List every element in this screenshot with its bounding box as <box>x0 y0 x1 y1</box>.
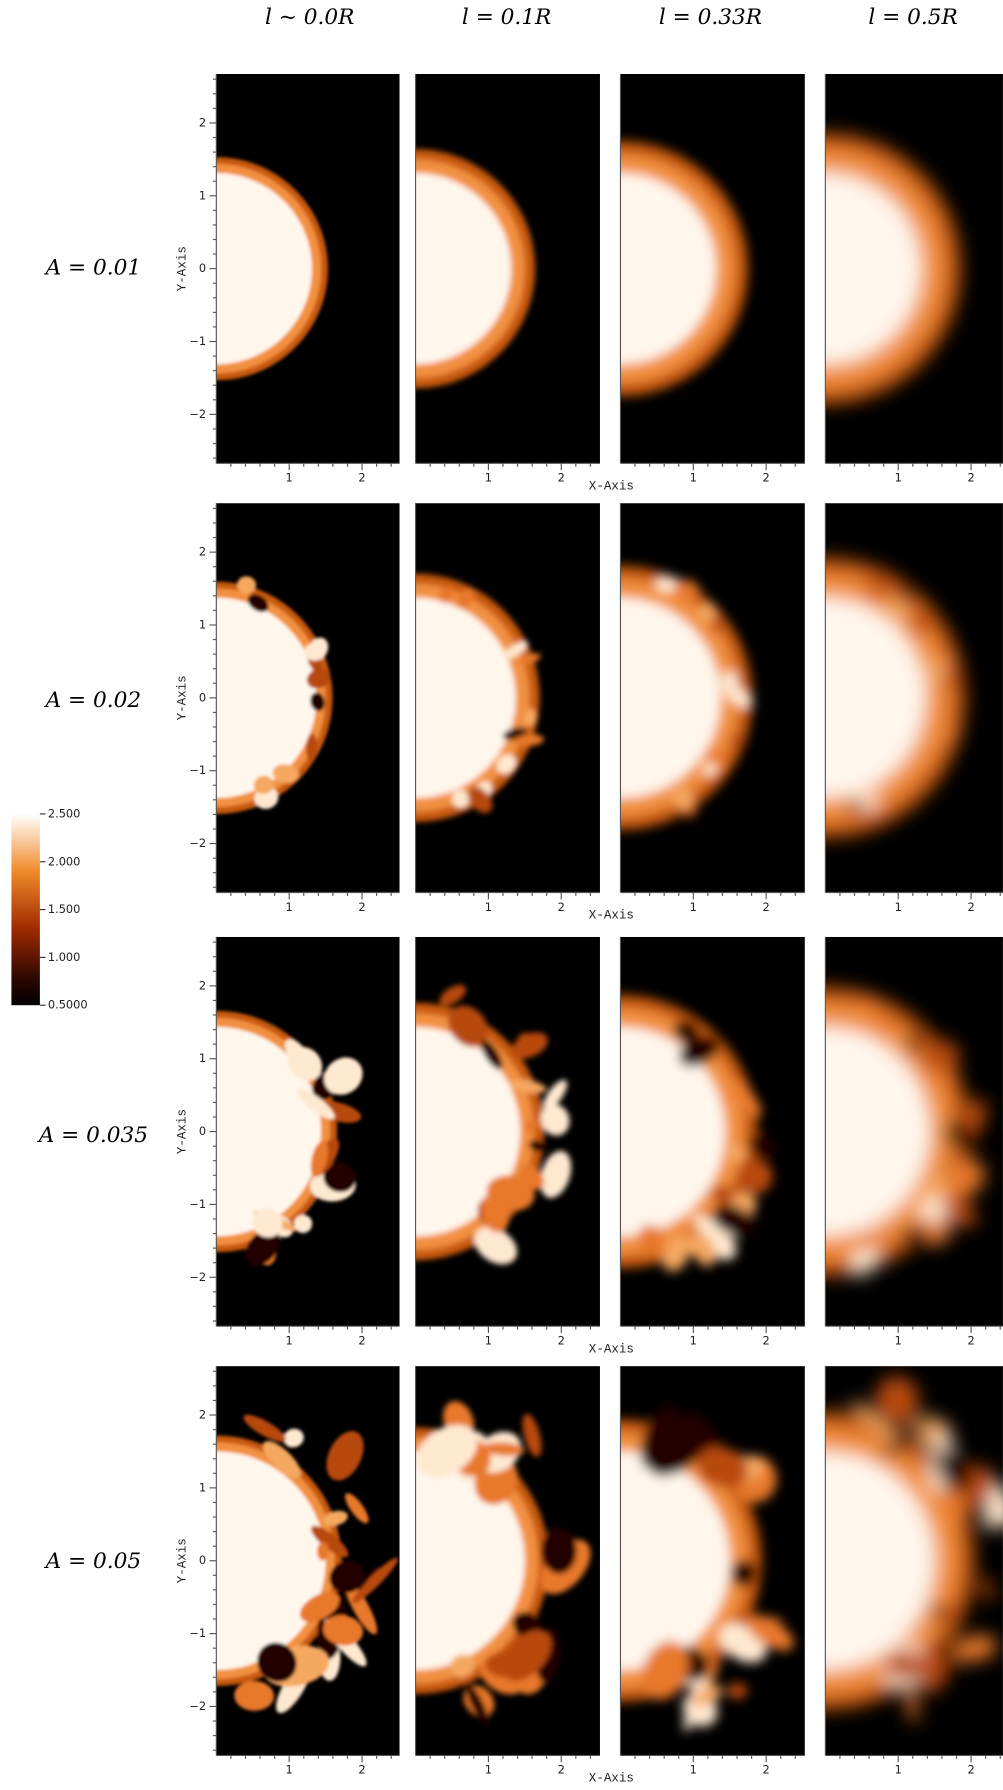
x-tick-label: 2 <box>763 471 770 485</box>
x-tick-label: 1 <box>895 1763 902 1777</box>
x-axis-label: X-Axis <box>589 909 634 923</box>
panel <box>105 74 400 463</box>
row-label: A = 0.05 <box>44 1549 142 1574</box>
colorbar-label: 2.500 <box>48 806 81 820</box>
x-tick-label: 2 <box>967 1334 974 1348</box>
plume <box>727 1683 747 1699</box>
colorbar <box>11 814 39 1005</box>
x-tick-label: 2 <box>763 1334 770 1348</box>
row-label: A = 0.02 <box>44 688 142 713</box>
row-label: A = 0.035 <box>37 1123 148 1148</box>
x-axis-label: X-Axis <box>589 1771 634 1785</box>
x-tick-label: 1 <box>485 1763 492 1777</box>
y-tick-label: 1 <box>199 1051 206 1065</box>
y-tick-label: 0 <box>199 690 206 704</box>
y-tick-label: −2 <box>189 1270 206 1284</box>
y-tick-label: −1 <box>189 1626 206 1640</box>
y-tick-label: −2 <box>189 407 206 421</box>
x-tick-label: 2 <box>967 900 974 914</box>
y-tick-label: 1 <box>199 1480 206 1494</box>
x-tick-label: 1 <box>286 471 293 485</box>
x-tick-label: 1 <box>690 471 697 485</box>
x-tick-label: 2 <box>358 1334 365 1348</box>
column-header: l ~ 0.0R <box>265 5 354 30</box>
x-tick-label: 1 <box>286 1763 293 1777</box>
x-tick-label: 2 <box>558 900 565 914</box>
x-tick-label: 1 <box>895 1334 902 1348</box>
x-axis-label: X-Axis <box>589 1342 634 1356</box>
x-tick-label: 1 <box>286 1334 293 1348</box>
x-tick-label: 1 <box>485 900 492 914</box>
y-tick-label: 1 <box>199 617 206 631</box>
row-label: A = 0.01 <box>44 256 142 281</box>
x-tick-label: 1 <box>485 1334 492 1348</box>
y-tick-label: 0 <box>199 1124 206 1138</box>
figure: l ~ 0.0R l = 0.1R l = 0.33R l = 0.5R A = 0.0… <box>0 0 1003 1785</box>
y-tick-label: 2 <box>199 978 206 992</box>
y-axis-label: Y-Axis <box>175 1538 189 1583</box>
plume <box>541 1528 576 1574</box>
y-tick-label: 2 <box>199 115 206 129</box>
y-tick-label: 2 <box>199 1408 206 1422</box>
y-tick-label: 0 <box>199 261 206 275</box>
x-tick-label: 1 <box>690 900 697 914</box>
x-tick-label: 1 <box>690 1763 697 1777</box>
x-tick-label: 2 <box>558 471 565 485</box>
x-tick-label: 2 <box>358 900 365 914</box>
y-tick-label: −2 <box>189 836 206 850</box>
x-tick-label: 2 <box>967 1763 974 1777</box>
x-tick-label: 2 <box>763 900 770 914</box>
x-tick-label: 1 <box>485 471 492 485</box>
x-tick-label: 2 <box>558 1763 565 1777</box>
column-header: l = 0.33R <box>659 5 762 30</box>
column-header: l = 0.5R <box>868 5 957 30</box>
x-tick-label: 1 <box>286 900 293 914</box>
y-axis-label: Y-Axis <box>175 1109 189 1154</box>
column-header: l = 0.1R <box>462 5 551 30</box>
colorbar-label: 1.000 <box>48 950 81 964</box>
y-tick-label: −2 <box>189 1699 206 1713</box>
x-tick-label: 2 <box>358 471 365 485</box>
panel <box>100 503 399 892</box>
colorbar-label: 2.000 <box>48 854 81 868</box>
y-tick-label: 1 <box>199 188 206 202</box>
y-tick-label: 0 <box>199 1553 206 1567</box>
x-tick-label: 1 <box>690 1334 697 1348</box>
x-tick-label: 2 <box>558 1334 565 1348</box>
y-tick-label: −1 <box>189 334 206 348</box>
x-tick-label: 1 <box>895 900 902 914</box>
y-tick-label: −1 <box>189 763 206 777</box>
x-tick-label: 2 <box>358 1763 365 1777</box>
y-axis-label: Y-Axis <box>175 246 189 291</box>
x-axis-label: X-Axis <box>589 479 634 493</box>
x-tick-label: 1 <box>895 471 902 485</box>
y-tick-label: −1 <box>189 1197 206 1211</box>
y-tick-label: 2 <box>199 545 206 559</box>
y-axis-label: Y-Axis <box>175 675 189 720</box>
x-tick-label: 2 <box>763 1763 770 1777</box>
x-tick-label: 2 <box>967 471 974 485</box>
colorbar-label: 1.500 <box>48 902 81 916</box>
colorbar-label: 0.5000 <box>48 998 88 1012</box>
